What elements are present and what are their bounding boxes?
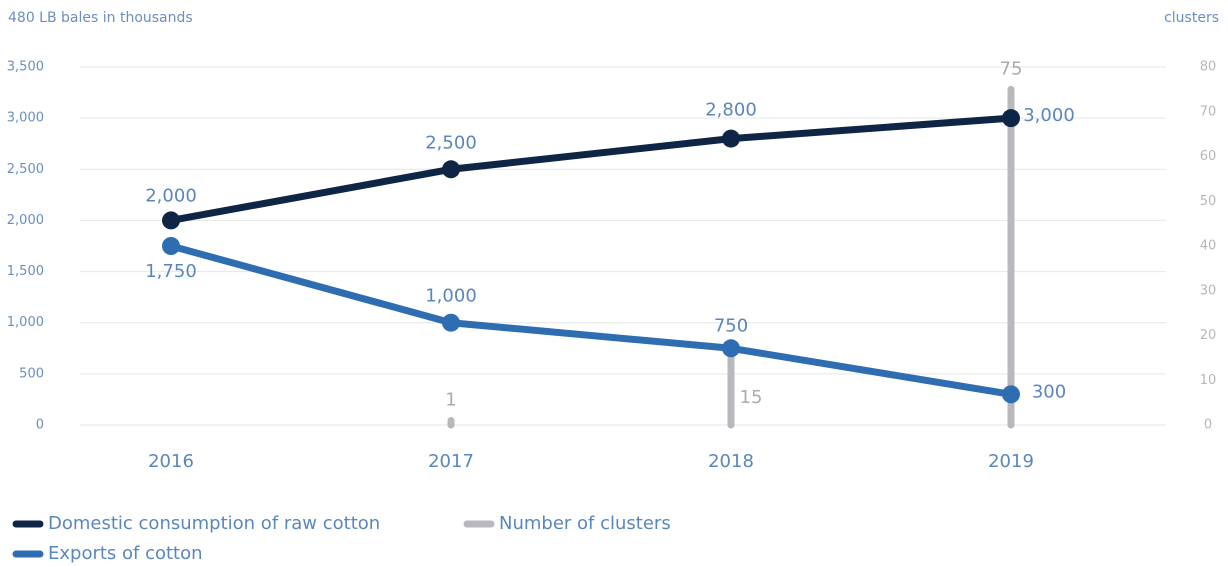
line <box>170 114 1012 224</box>
x-tick-label: 2018 <box>708 451 754 472</box>
y2-tick-label: 40 <box>1200 239 1217 254</box>
x-tick-label: 2016 <box>148 451 194 472</box>
y2-tick-label: 70 <box>1200 104 1217 119</box>
data-label: 15 <box>740 387 763 408</box>
y-tick-label: 3,500 <box>7 60 44 75</box>
y2-tick-label: 60 <box>1200 149 1217 164</box>
y-tick-label: 2,000 <box>7 213 44 228</box>
data-label: 1,750 <box>145 261 197 282</box>
y2-tick-label: 30 <box>1200 283 1217 298</box>
y-tick-label: 500 <box>19 366 44 381</box>
legend-label: Domestic consumption of raw cotton <box>48 513 380 534</box>
y2-tick-label: 20 <box>1200 328 1217 343</box>
point <box>162 211 180 230</box>
y-tick-label: 0 <box>36 418 44 433</box>
y-tick-label: 1,500 <box>7 264 44 279</box>
data-label: 1 <box>445 390 456 411</box>
data-label: 300 <box>1032 381 1066 402</box>
y2-tick-label: 80 <box>1200 60 1217 75</box>
point <box>722 129 740 148</box>
y2-tick-label: 10 <box>1200 373 1217 388</box>
line <box>170 242 1012 398</box>
legend-label: Number of clusters <box>499 513 671 534</box>
y-tick-label: 2,500 <box>7 162 44 177</box>
data-label: 2,500 <box>425 132 477 153</box>
y2-tick-label: 50 <box>1200 194 1217 209</box>
point <box>1002 385 1020 404</box>
y-tick-label: 3,000 <box>7 111 44 126</box>
data-label: 750 <box>714 315 748 336</box>
y2-axis-title: clusters <box>1164 10 1219 26</box>
point <box>1002 109 1020 128</box>
data-label: 75 <box>1000 58 1023 79</box>
point <box>442 160 460 179</box>
data-label: 2,000 <box>145 185 197 206</box>
y-tick-label: 1,000 <box>7 315 44 330</box>
data-label: 3,000 <box>1023 105 1075 126</box>
point <box>722 339 740 358</box>
y-axis-title: 480 LB bales in thousands <box>8 10 193 26</box>
point <box>442 313 460 332</box>
data-label: 1,000 <box>425 286 477 307</box>
x-tick-label: 2017 <box>428 451 474 472</box>
data-label: 2,800 <box>705 100 757 121</box>
legend-label: Exports of cotton <box>48 543 203 564</box>
x-tick-label: 2019 <box>988 451 1034 472</box>
point <box>162 237 180 255</box>
y2-tick-label: 0 <box>1204 418 1212 433</box>
